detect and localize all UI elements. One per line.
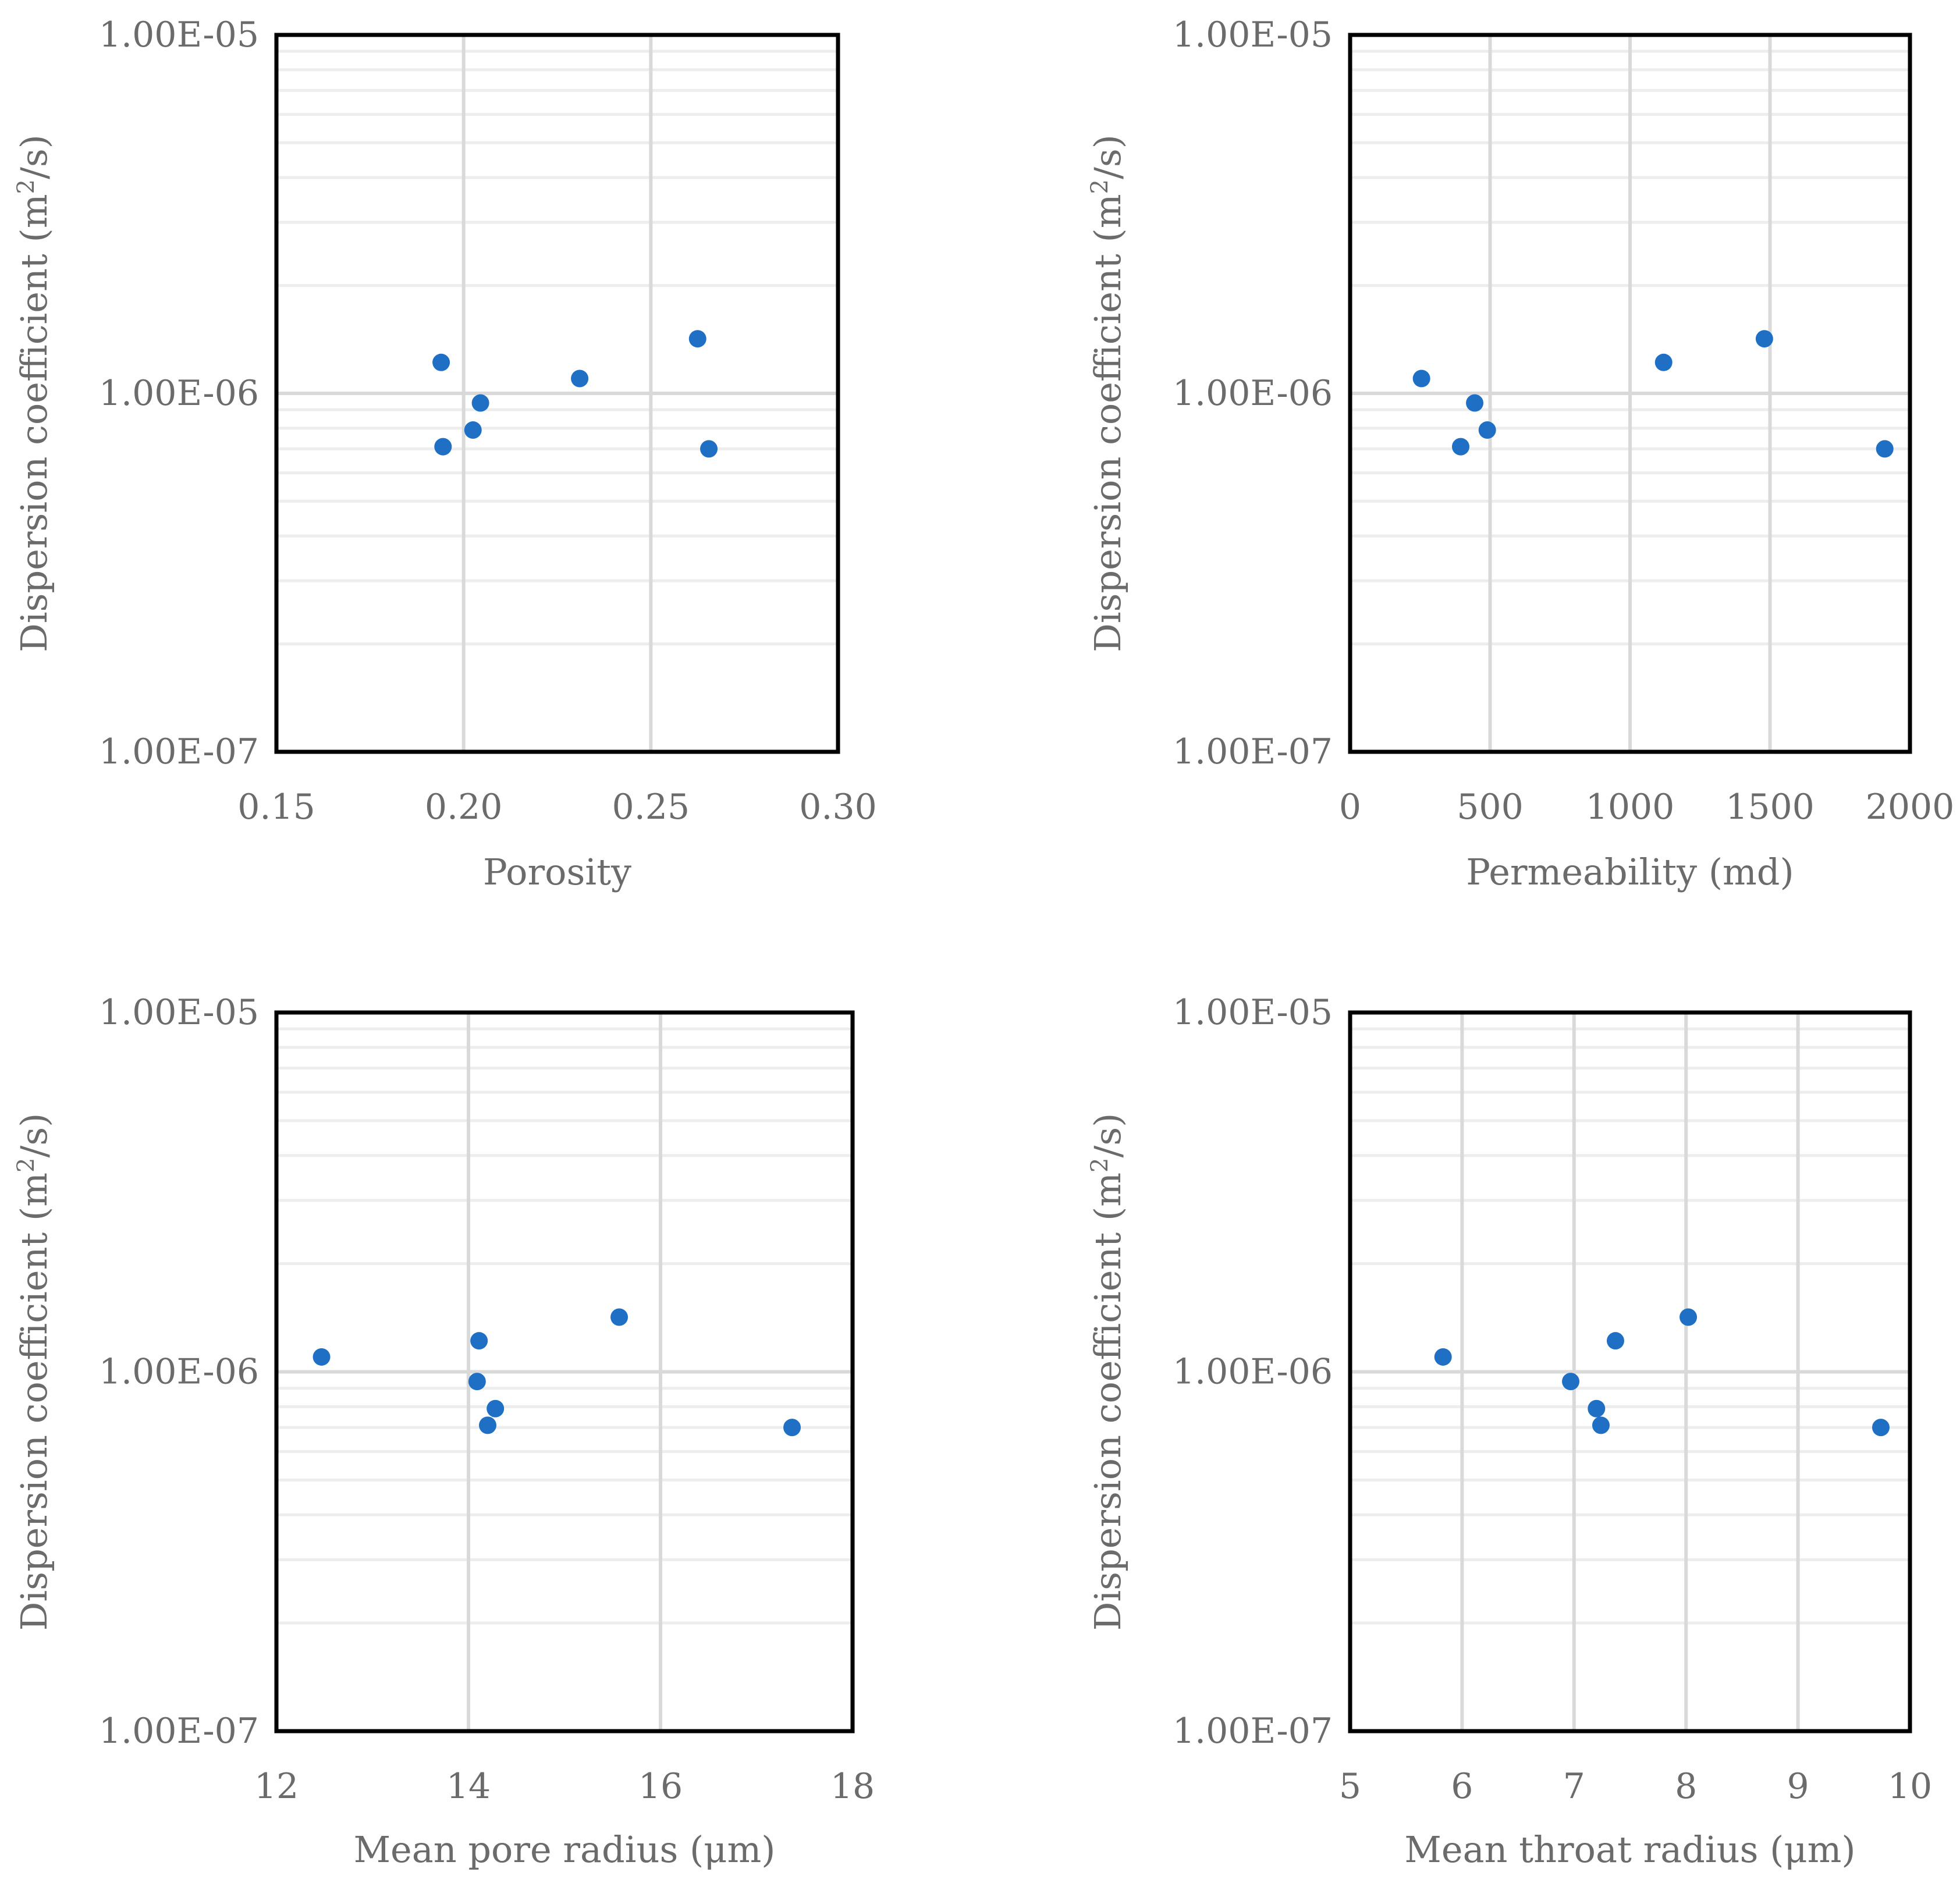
data-point [1562, 1373, 1580, 1391]
y-axis-title-tail: /s) [1086, 1113, 1129, 1158]
y-tick-label: 1.00E-06 [1173, 1352, 1333, 1392]
x-tick-label: 0.20 [425, 787, 503, 827]
plot-frame [1348, 1010, 1912, 1733]
y-axis-title: Dispersion coefficient (m2/s) [13, 1113, 55, 1631]
y-tick-label: 1.00E-06 [99, 373, 259, 414]
x-tick-label: 0.30 [799, 787, 877, 827]
y-axis-title-tail: /s) [13, 1113, 55, 1158]
y-axis-title-main: Dispersion coefficient (m [13, 1173, 55, 1630]
data-point [434, 438, 452, 456]
data-point [1606, 1332, 1624, 1350]
x-axis-title: Mean throat radius (μm) [1404, 1828, 1855, 1871]
data-point [464, 421, 482, 439]
y-axis-title-main: Dispersion coefficient (m [1086, 1173, 1129, 1630]
x-tick-label: 7 [1563, 1766, 1585, 1807]
y-tick-label: 1.00E-07 [99, 1711, 259, 1752]
x-tick-label: 9 [1787, 1766, 1809, 1807]
y-axis-title: Dispersion coefficient (m2/s) [13, 134, 55, 652]
data-point [700, 440, 718, 458]
x-tick-label: 18 [830, 1766, 875, 1807]
y-axis-title-superscript: 2 [1086, 1158, 1113, 1173]
data-point [487, 1399, 505, 1418]
x-tick-label: 0 [1339, 787, 1361, 827]
data-point [432, 353, 450, 371]
x-axis-title: Porosity [483, 851, 631, 893]
data-point [1451, 438, 1469, 456]
data-point [1876, 440, 1894, 458]
data-point [571, 370, 589, 388]
x-tick-label: 12 [254, 1766, 299, 1807]
data-point [1755, 330, 1773, 348]
y-axis-title-superscript: 2 [1086, 179, 1113, 194]
data-point [1654, 353, 1673, 371]
y-tick-label: 1.00E-05 [1173, 992, 1333, 1033]
data-point [471, 394, 489, 412]
plot-frame [274, 1010, 855, 1733]
x-tick-label: 6 [1451, 1766, 1473, 1807]
data-point [1466, 394, 1484, 412]
x-tick-label: 0.25 [612, 787, 690, 827]
y-tick-label: 1.00E-07 [1173, 731, 1333, 772]
x-tick-label: 2000 [1866, 787, 1955, 827]
y-tick-label: 1.00E-05 [1173, 15, 1333, 55]
x-tick-label: 0.15 [237, 787, 315, 827]
data-point [468, 1373, 486, 1391]
y-axis-title-superscript: 2 [13, 179, 40, 194]
y-tick-label: 1.00E-07 [1173, 1711, 1333, 1752]
y-tick-label: 1.00E-05 [99, 992, 259, 1033]
x-tick-label: 16 [638, 1766, 683, 1807]
x-tick-label: 10 [1888, 1766, 1932, 1807]
data-point [1680, 1308, 1698, 1326]
data-point [783, 1419, 801, 1437]
chart-panel-4: 1.00E-07 1.00E-06 1.00E-05 5 6 7 8 9 10 Mean thro… [1086, 992, 1932, 1871]
x-axis-title: Mean pore radius (μm) [354, 1828, 776, 1871]
y-tick-label: 1.00E-06 [1173, 373, 1333, 414]
y-axis-title-main: Dispersion coefficient (m [1086, 194, 1129, 652]
y-tick-label: 1.00E-06 [99, 1352, 259, 1392]
data-point [610, 1308, 629, 1326]
y-axis-title: Dispersion coefficient (m2/s) [1086, 134, 1129, 652]
chart-panel-2: 1.00E-07 1.00E-06 1.00E-05 0 500 1000 1500 2000… [1086, 15, 1954, 893]
data-point [1872, 1419, 1890, 1437]
chart-panel-3: 1.00E-07 1.00E-06 1.00E-05 12 14 16 18 Mean por… [13, 992, 875, 1871]
y-tick-label: 1.00E-07 [99, 731, 259, 772]
x-tick-label: 1000 [1586, 787, 1675, 827]
plot-frame [274, 33, 840, 754]
y-axis-title-tail: /s) [1086, 134, 1129, 179]
chart-panel-1: 1.00E-07 1.00E-06 1.00E-05 0.15 0.20 0.25 0.30… [13, 15, 877, 893]
x-tick-label: 8 [1675, 1766, 1697, 1807]
x-tick-label: 500 [1457, 787, 1524, 827]
data-point [1592, 1416, 1610, 1434]
data-point [1434, 1348, 1452, 1366]
data-point [1588, 1399, 1606, 1418]
x-axis-title: Permeability (md) [1466, 851, 1794, 893]
data-point [470, 1332, 488, 1350]
x-tick-label: 5 [1339, 1766, 1361, 1807]
data-point [479, 1416, 496, 1434]
data-point [1478, 421, 1496, 439]
x-tick-label: 14 [446, 1766, 491, 1807]
y-axis-title-tail: /s) [13, 134, 55, 179]
plot-frame [1348, 33, 1912, 754]
y-axis-title: Dispersion coefficient (m2/s) [1086, 1113, 1129, 1631]
data-point [1412, 370, 1430, 388]
y-tick-label: 1.00E-05 [99, 15, 259, 55]
data-point [313, 1348, 331, 1366]
x-tick-label: 1500 [1725, 787, 1815, 827]
y-axis-title-main: Dispersion coefficient (m [13, 194, 55, 652]
data-point [688, 330, 706, 348]
y-axis-title-superscript: 2 [13, 1158, 40, 1173]
